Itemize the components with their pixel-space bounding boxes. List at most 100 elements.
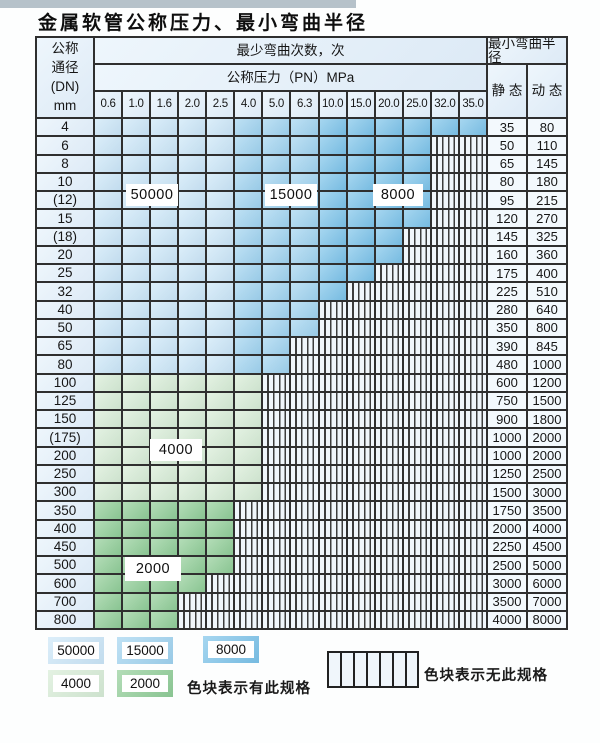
spec-cell: [95, 447, 122, 464]
no-spec-cell: [459, 392, 486, 409]
no-spec-cell: [291, 465, 318, 482]
spec-cell: [235, 265, 262, 282]
no-spec-cell: [235, 593, 262, 610]
spec-cell: [291, 246, 318, 263]
page-title: 金属软管公称压力、最小弯曲半径: [38, 12, 369, 34]
spec-cell: [291, 228, 318, 245]
spec-cell: [123, 338, 150, 355]
no-spec-cell: [263, 502, 290, 519]
dn-cell: 150: [37, 411, 93, 428]
no-spec-cell: [263, 484, 290, 501]
spec-cell: [123, 411, 150, 428]
spec-cell: [459, 119, 486, 136]
legend-chip-value: 8000: [208, 641, 254, 658]
spec-cell: [123, 465, 150, 482]
no-spec-cell: [347, 611, 374, 628]
spec-cell: [95, 119, 122, 136]
no-spec-cell: [347, 502, 374, 519]
spec-cell: [291, 119, 318, 136]
spec-cell: [179, 575, 206, 592]
spec-cell: [235, 484, 262, 501]
spec-cell: [403, 119, 430, 136]
spec-cell: [179, 338, 206, 355]
no-spec-cell: [319, 374, 346, 391]
no-spec-cell: [375, 593, 402, 610]
spec-cell: [291, 137, 318, 154]
spec-cell: [263, 119, 290, 136]
no-spec-cell: [375, 447, 402, 464]
spec-cell: [319, 173, 346, 190]
spec-cell: [263, 137, 290, 154]
spec-cell: [95, 429, 122, 446]
static-radius-cell: 50: [487, 137, 526, 154]
no-spec-cell: [319, 557, 346, 574]
spec-cell: [207, 374, 234, 391]
spec-cell: [403, 210, 430, 227]
dn-cell: 350: [37, 502, 93, 519]
spec-cell: [123, 137, 150, 154]
no-spec-cell: [431, 538, 458, 555]
spec-cell: [375, 246, 402, 263]
no-spec-cell: [347, 429, 374, 446]
spec-cell: [151, 484, 178, 501]
spec-cell: [123, 484, 150, 501]
dynamic-radius-cell: 845: [527, 338, 566, 355]
spec-cell: [123, 155, 150, 172]
no-spec-cell: [459, 429, 486, 446]
dynamic-radius-cell: 7000: [527, 593, 566, 610]
no-spec-cell: [319, 575, 346, 592]
no-spec-cell: [235, 557, 262, 574]
spec-cell: [123, 392, 150, 409]
no-spec-cell: [291, 356, 318, 373]
dn-cell: 125: [37, 392, 93, 409]
spec-cell: [291, 319, 318, 336]
spec-cell: [95, 301, 122, 318]
static-radius-cell: 2000: [487, 520, 526, 537]
spec-cell: [403, 155, 430, 172]
spec-cell: [207, 356, 234, 373]
spec-cell: [431, 119, 458, 136]
spec-cell: [179, 374, 206, 391]
static-radius-cell: 1000: [487, 447, 526, 464]
spec-cell: [95, 411, 122, 428]
spec-cell: [375, 210, 402, 227]
no-spec-cell: [403, 557, 430, 574]
no-spec-cell: [459, 465, 486, 482]
no-spec-cell: [207, 575, 234, 592]
spec-cell: [207, 319, 234, 336]
dynamic-radius-cell: 2000: [527, 447, 566, 464]
no-spec-cell: [375, 319, 402, 336]
spec-cell: [151, 520, 178, 537]
static-radius-cell: 3500: [487, 593, 526, 610]
no-spec-cell: [347, 557, 374, 574]
no-spec-cell: [291, 429, 318, 446]
no-spec-cell: [291, 502, 318, 519]
spec-cell: [347, 265, 374, 282]
spec-cell: [95, 374, 122, 391]
no-spec-cell: [291, 593, 318, 610]
static-radius-cell: 175: [487, 265, 526, 282]
spec-cell: [235, 356, 262, 373]
spec-cell: [235, 319, 262, 336]
no-spec-cell: [375, 429, 402, 446]
legend-chip-4000: 4000: [48, 670, 104, 697]
spec-cell: [319, 210, 346, 227]
no-spec-cell: [403, 374, 430, 391]
spec-cell: [179, 411, 206, 428]
static-radius-cell: 600: [487, 374, 526, 391]
spec-cell: [235, 429, 262, 446]
no-spec-cell: [459, 338, 486, 355]
no-spec-cell: [291, 575, 318, 592]
no-spec-cell: [347, 392, 374, 409]
dynamic-radius-cell: 640: [527, 301, 566, 318]
no-spec-cell: [207, 611, 234, 628]
no-spec-cell: [319, 301, 346, 318]
spec-cell: [207, 338, 234, 355]
spec-cell: [179, 137, 206, 154]
no-spec-cell: [347, 319, 374, 336]
spec-cell: [179, 228, 206, 245]
spec-cell: [95, 575, 122, 592]
spec-cell: [123, 593, 150, 610]
no-spec-cell: [431, 210, 458, 227]
cycles-value-label-15000: 15000: [265, 184, 317, 206]
